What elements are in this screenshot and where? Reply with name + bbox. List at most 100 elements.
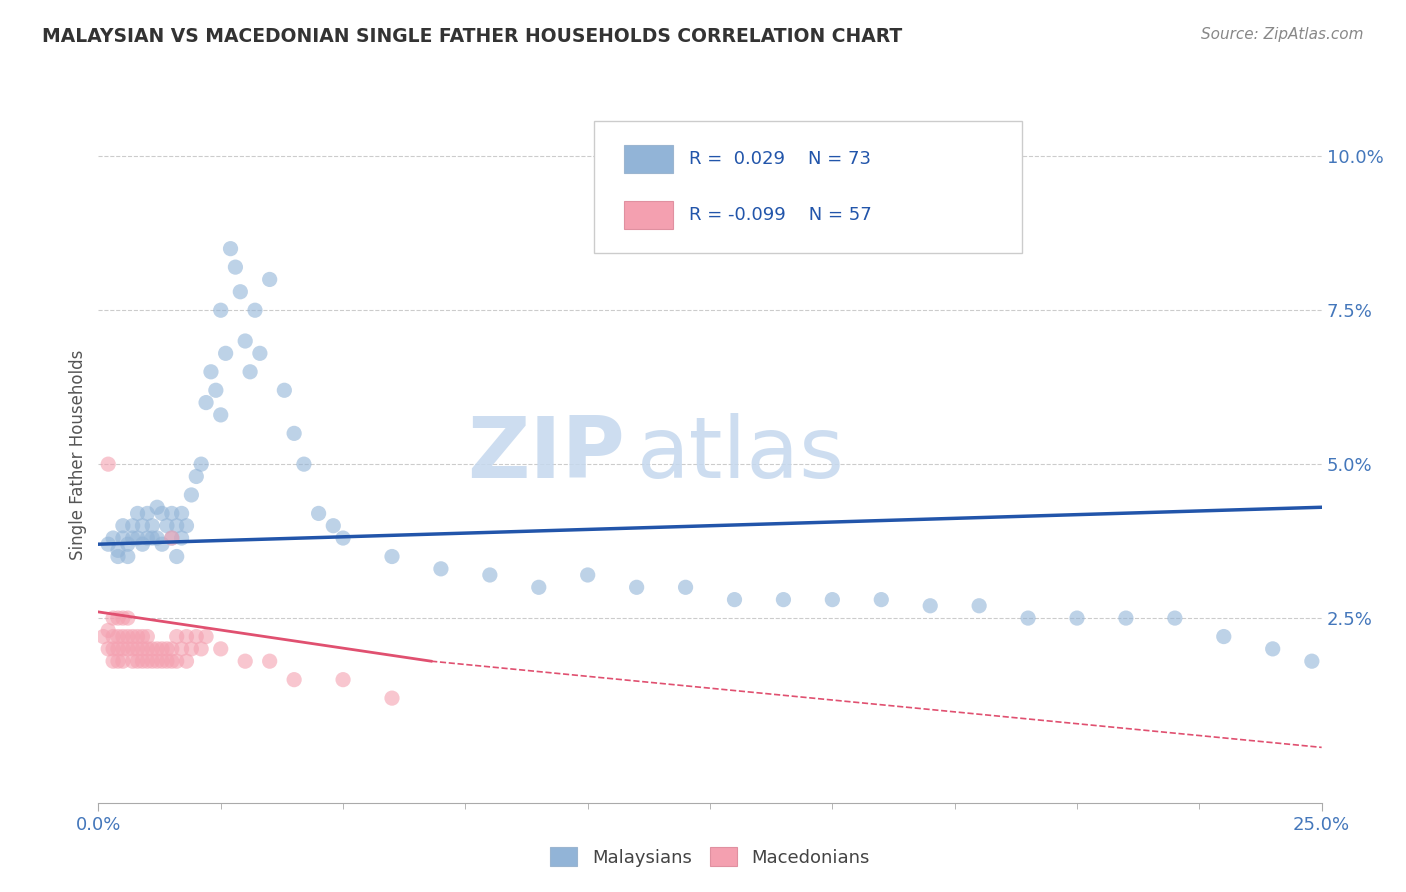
Point bbox=[233, 654, 256, 668]
Point bbox=[136, 641, 159, 656]
Point bbox=[146, 500, 169, 515]
Point bbox=[195, 395, 218, 409]
Point bbox=[1017, 611, 1039, 625]
Point bbox=[160, 531, 183, 545]
Text: R = -0.099    N = 57: R = -0.099 N = 57 bbox=[689, 206, 872, 224]
Point bbox=[101, 641, 124, 656]
Point bbox=[131, 630, 153, 644]
Point bbox=[205, 384, 228, 398]
Point bbox=[127, 654, 149, 668]
Point bbox=[121, 641, 143, 656]
Point bbox=[127, 507, 149, 521]
Point bbox=[200, 365, 222, 379]
Point bbox=[229, 285, 252, 299]
Point bbox=[131, 641, 153, 656]
Point bbox=[332, 531, 354, 545]
Point bbox=[233, 334, 256, 348]
Point bbox=[160, 507, 183, 521]
Point bbox=[821, 592, 844, 607]
Point bbox=[111, 611, 134, 625]
Point bbox=[1301, 654, 1323, 668]
FancyBboxPatch shape bbox=[624, 145, 673, 173]
Point bbox=[1212, 630, 1234, 644]
Text: ZIP: ZIP bbox=[467, 413, 624, 497]
Point bbox=[259, 654, 281, 668]
Point bbox=[180, 488, 202, 502]
Point bbox=[180, 641, 202, 656]
Point bbox=[156, 654, 179, 668]
Point bbox=[273, 384, 295, 398]
Point bbox=[111, 531, 134, 545]
Point bbox=[107, 543, 129, 558]
Point bbox=[190, 641, 212, 656]
Point bbox=[870, 592, 893, 607]
Point bbox=[478, 568, 501, 582]
Point bbox=[136, 630, 159, 644]
Point bbox=[156, 518, 179, 533]
Point bbox=[675, 580, 697, 594]
Point bbox=[150, 641, 173, 656]
Point bbox=[127, 641, 149, 656]
Point bbox=[214, 346, 236, 360]
FancyBboxPatch shape bbox=[624, 201, 673, 229]
Point bbox=[209, 641, 232, 656]
FancyBboxPatch shape bbox=[593, 121, 1022, 253]
Point bbox=[166, 630, 188, 644]
Point bbox=[141, 654, 163, 668]
Point bbox=[107, 549, 129, 564]
Point bbox=[146, 641, 169, 656]
Point bbox=[136, 531, 159, 545]
Legend: Malaysians, Macedonians: Malaysians, Macedonians bbox=[543, 839, 877, 874]
Point bbox=[430, 562, 453, 576]
Point bbox=[195, 630, 218, 644]
Point bbox=[243, 303, 266, 318]
Point bbox=[127, 531, 149, 545]
Point bbox=[97, 537, 120, 551]
Point bbox=[381, 549, 404, 564]
Point bbox=[121, 531, 143, 545]
Point bbox=[176, 654, 198, 668]
Point bbox=[249, 346, 271, 360]
Point bbox=[209, 303, 232, 318]
Point bbox=[381, 691, 404, 706]
Point bbox=[156, 641, 179, 656]
Point bbox=[332, 673, 354, 687]
Point bbox=[111, 654, 134, 668]
Point bbox=[186, 630, 208, 644]
Point bbox=[166, 518, 188, 533]
Point bbox=[160, 654, 183, 668]
Point bbox=[97, 641, 120, 656]
Point bbox=[146, 654, 169, 668]
Point bbox=[150, 537, 173, 551]
Point bbox=[111, 641, 134, 656]
Point bbox=[111, 518, 134, 533]
Point bbox=[117, 611, 139, 625]
Point bbox=[283, 673, 305, 687]
Point bbox=[322, 518, 344, 533]
Point bbox=[97, 624, 120, 638]
Point bbox=[967, 599, 990, 613]
Point bbox=[160, 531, 183, 545]
Point bbox=[150, 507, 173, 521]
Text: Source: ZipAtlas.com: Source: ZipAtlas.com bbox=[1201, 27, 1364, 42]
Point bbox=[117, 641, 139, 656]
Point bbox=[170, 641, 193, 656]
Point bbox=[170, 507, 193, 521]
Point bbox=[170, 531, 193, 545]
Point bbox=[1066, 611, 1088, 625]
Point bbox=[292, 457, 315, 471]
Point bbox=[308, 507, 330, 521]
Point bbox=[136, 507, 159, 521]
Point bbox=[107, 630, 129, 644]
Point bbox=[91, 630, 114, 644]
Point bbox=[141, 531, 163, 545]
Point bbox=[1115, 611, 1137, 625]
Point bbox=[576, 568, 599, 582]
Point bbox=[107, 641, 129, 656]
Text: atlas: atlas bbox=[637, 413, 845, 497]
Point bbox=[176, 630, 198, 644]
Point bbox=[107, 654, 129, 668]
Point bbox=[141, 641, 163, 656]
Point bbox=[127, 630, 149, 644]
Point bbox=[136, 654, 159, 668]
